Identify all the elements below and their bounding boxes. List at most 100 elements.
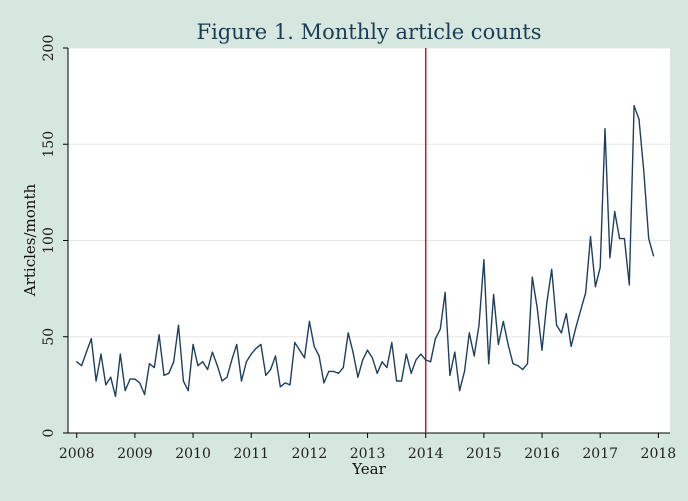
data-point bbox=[221, 380, 223, 382]
x-tick-label-2008: 2008 bbox=[59, 446, 95, 462]
data-point bbox=[134, 378, 136, 380]
data-point bbox=[347, 332, 349, 334]
data-point bbox=[255, 347, 257, 349]
data-point bbox=[415, 359, 417, 361]
data-point bbox=[192, 343, 194, 346]
data-point bbox=[623, 237, 626, 240]
data-point bbox=[318, 355, 320, 357]
y-axis: 0 50 100 150 200 bbox=[41, 35, 69, 438]
data-point bbox=[555, 324, 558, 326]
data-point bbox=[560, 332, 563, 334]
x-tick-label-2011: 2011 bbox=[233, 446, 269, 462]
data-point bbox=[473, 355, 475, 357]
data-point bbox=[391, 341, 393, 344]
data-point bbox=[124, 390, 126, 392]
data-point bbox=[139, 382, 141, 384]
y-tick-label-200: 200 bbox=[41, 35, 57, 62]
data-point bbox=[366, 349, 369, 351]
x-tick-label-2012: 2012 bbox=[292, 446, 328, 462]
data-point bbox=[308, 320, 310, 322]
data-point bbox=[604, 128, 606, 130]
y-tick-label-100: 100 bbox=[41, 227, 57, 254]
data-point bbox=[357, 376, 359, 378]
data-point bbox=[333, 370, 335, 372]
data-point bbox=[459, 390, 461, 392]
data-point bbox=[270, 368, 272, 371]
data-point bbox=[231, 359, 233, 361]
data-point bbox=[173, 361, 175, 363]
data-point bbox=[386, 366, 388, 369]
data-point bbox=[638, 118, 640, 120]
data-point bbox=[299, 349, 301, 351]
data-point bbox=[197, 365, 199, 367]
data-point bbox=[119, 353, 121, 355]
data-point bbox=[95, 380, 97, 382]
data-point bbox=[158, 334, 160, 336]
x-tick-label-2017: 2017 bbox=[582, 446, 618, 462]
y-axis-title: Articles/month bbox=[21, 184, 39, 298]
x-axis-title: Year bbox=[351, 460, 386, 478]
data-point bbox=[492, 293, 495, 295]
data-point bbox=[100, 353, 102, 355]
data-point bbox=[570, 345, 572, 347]
data-point bbox=[279, 386, 281, 388]
y-tick-label-0: 0 bbox=[41, 429, 57, 438]
data-point bbox=[265, 374, 267, 376]
data-point bbox=[313, 345, 315, 347]
data-point bbox=[114, 395, 117, 398]
data-point bbox=[226, 376, 228, 378]
data-point bbox=[90, 338, 92, 340]
data-point bbox=[551, 268, 553, 270]
data-point bbox=[517, 365, 519, 367]
data-point bbox=[289, 384, 291, 386]
data-point bbox=[526, 363, 529, 365]
data-point bbox=[284, 382, 286, 384]
data-point bbox=[507, 343, 509, 346]
x-tick-label-2015: 2015 bbox=[466, 446, 502, 462]
data-point bbox=[211, 351, 214, 353]
x-tick-label-2010: 2010 bbox=[175, 446, 211, 462]
data-point bbox=[618, 237, 621, 240]
data-point bbox=[105, 384, 107, 386]
data-point bbox=[400, 380, 403, 382]
data-point bbox=[628, 284, 630, 286]
data-points bbox=[76, 105, 655, 398]
data-point bbox=[236, 343, 238, 346]
data-point bbox=[129, 378, 131, 380]
data-point bbox=[463, 370, 466, 372]
data-point bbox=[240, 380, 243, 382]
data-point bbox=[580, 309, 582, 311]
data-point bbox=[168, 372, 170, 374]
data-point bbox=[478, 324, 480, 326]
data-point bbox=[187, 390, 189, 392]
data-point bbox=[589, 236, 592, 238]
data-point bbox=[352, 351, 354, 353]
data-point bbox=[614, 211, 616, 213]
data-point bbox=[153, 366, 155, 369]
chart-title: Figure 1. Monthly article counts bbox=[197, 20, 542, 44]
data-point bbox=[439, 328, 441, 330]
data-point bbox=[575, 326, 577, 328]
data-point bbox=[522, 368, 524, 371]
x-tick-label-2013: 2013 bbox=[350, 446, 386, 462]
data-point bbox=[444, 291, 446, 294]
data-point bbox=[245, 361, 247, 363]
data-point bbox=[454, 351, 456, 353]
data-point bbox=[420, 353, 422, 355]
data-point bbox=[182, 380, 184, 382]
data-point bbox=[381, 361, 383, 363]
data-point bbox=[512, 363, 514, 365]
data-point bbox=[294, 341, 296, 344]
x-tick-label-2009: 2009 bbox=[117, 446, 153, 462]
data-point bbox=[396, 380, 398, 382]
data-point bbox=[76, 361, 78, 363]
data-point bbox=[274, 355, 277, 357]
data-point bbox=[483, 259, 485, 261]
data-point bbox=[633, 105, 635, 107]
data-point bbox=[371, 357, 373, 359]
data-point bbox=[328, 370, 330, 372]
data-point bbox=[337, 372, 340, 374]
data-point bbox=[177, 324, 180, 326]
data-point bbox=[536, 307, 538, 309]
